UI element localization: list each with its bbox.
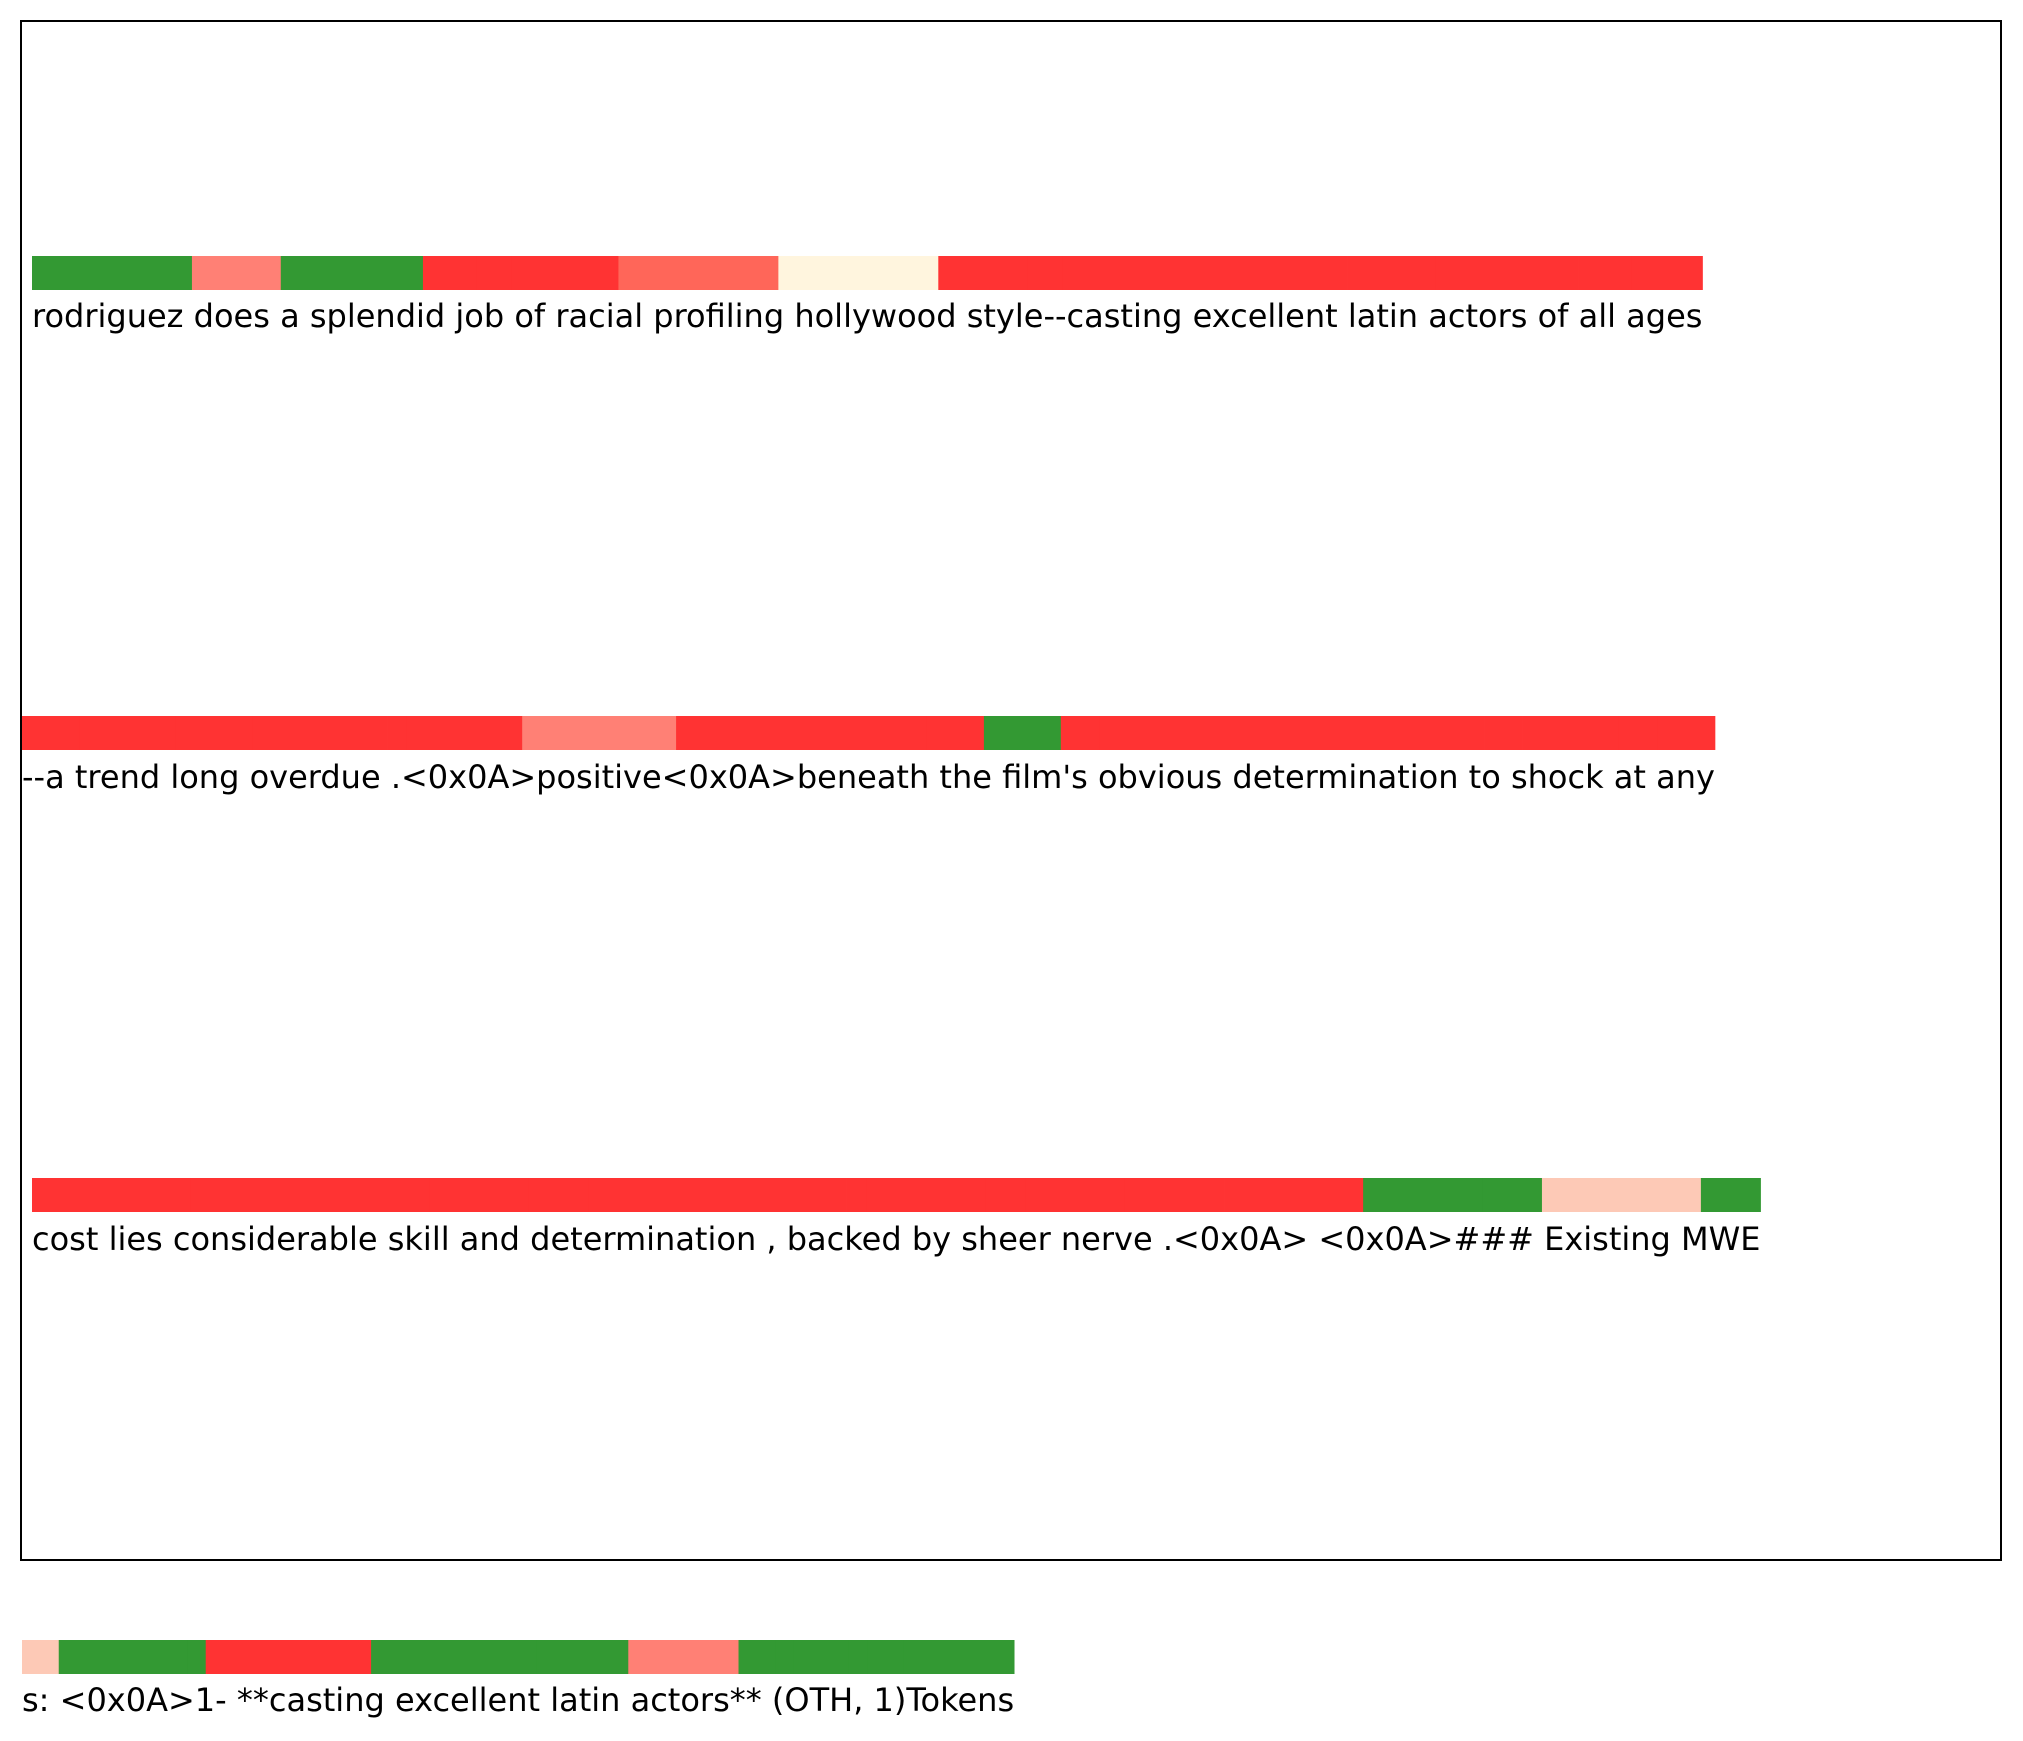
- token-cell: [1542, 256, 1579, 290]
- token-cell: [406, 716, 523, 750]
- token-cell: [778, 256, 939, 290]
- token-cell: [903, 1640, 1015, 1674]
- token-cell: [476, 256, 513, 290]
- token-cell: [32, 256, 193, 290]
- token-cell: [1435, 256, 1543, 290]
- token-cell: [1363, 1178, 1483, 1212]
- token-cell: [1187, 256, 1348, 290]
- token-cell: [985, 1178, 1026, 1212]
- row-group-3: cost lies considerable skill and determi…: [32, 1178, 1761, 1258]
- token-cell: [866, 1178, 987, 1212]
- token-cell: [738, 1640, 776, 1674]
- token-cell: [60, 716, 81, 750]
- token-cell: [387, 716, 408, 750]
- token-cell: [429, 1178, 530, 1212]
- token-cell: [885, 1640, 905, 1674]
- token-cell: [536, 1640, 629, 1674]
- token-cell: [1631, 256, 1703, 290]
- token-cell: [938, 256, 1028, 290]
- token-cell: [676, 716, 792, 750]
- token-cell: [1233, 716, 1485, 750]
- token-cell: [1062, 256, 1188, 290]
- token-bar-row-4: [22, 1640, 1015, 1674]
- row-group-1: rodriguez does a splendid job of racial …: [32, 256, 1703, 335]
- token-text-row-2: --a trend long overdue .<0x0A>positive<0…: [22, 758, 1715, 796]
- token-cell: [252, 716, 388, 750]
- token-cell: [1482, 1178, 1543, 1212]
- token-cell: [1657, 716, 1716, 750]
- token-cell: [926, 716, 985, 750]
- token-bar-row-3: [32, 1178, 1761, 1212]
- token-cell: [1347, 256, 1437, 290]
- token-cell: [1618, 716, 1658, 750]
- token-text-row-4: s: <0x0A>1- **casting excellent latin ac…: [22, 1681, 1014, 1719]
- token-cell: [1541, 1178, 1702, 1212]
- token-cell: [1027, 256, 1064, 290]
- token-cell: [588, 1178, 847, 1212]
- token-cell: [1484, 716, 1523, 750]
- token-cell: [793, 1640, 850, 1674]
- token-cell: [1578, 256, 1632, 290]
- token-cell: [1224, 1178, 1364, 1212]
- token-cell: [846, 1178, 867, 1212]
- token-cell: [1522, 716, 1620, 750]
- token-cell: [422, 256, 477, 290]
- token-bar-row-1: [32, 256, 1703, 290]
- token-cell: [1124, 1178, 1225, 1212]
- token-cell: [848, 1640, 868, 1674]
- token-cell: [528, 1178, 589, 1212]
- token-cell: [280, 256, 424, 290]
- token-text-row-3: cost lies considerable skill and determi…: [32, 1220, 1761, 1258]
- token-cell: [187, 1640, 207, 1674]
- token-cell: [522, 716, 677, 750]
- token-cell: [618, 256, 779, 290]
- token-cell: [1700, 1178, 1761, 1212]
- token-cell: [22, 716, 61, 750]
- token-cell: [263, 256, 282, 290]
- token-cell: [1099, 716, 1235, 750]
- token-cell: [168, 1640, 188, 1674]
- token-cell: [40, 1640, 60, 1674]
- token-text-row-1: rodriguez does a splendid job of racial …: [32, 297, 1702, 335]
- token-cell: [191, 256, 264, 290]
- token-cell: [371, 1640, 537, 1674]
- token-cell: [867, 1640, 886, 1674]
- token-cell: [58, 1640, 170, 1674]
- token-cell: [1060, 716, 1100, 750]
- token-cell: [79, 716, 177, 750]
- row-group-2: --a trend long overdue .<0x0A>positive<0…: [22, 716, 1716, 796]
- token-cell: [175, 716, 254, 750]
- token-cell: [242, 1640, 372, 1674]
- token-cell: [32, 1178, 112, 1212]
- token-cell: [22, 1640, 41, 1674]
- token-cell: [190, 1178, 430, 1212]
- token-cell: [111, 1178, 192, 1212]
- token-bar-row-2: [22, 716, 1716, 750]
- token-cell: [1025, 1178, 1126, 1212]
- token-cell: [791, 716, 927, 750]
- axes-frame: [20, 20, 2002, 1561]
- token-cell: [205, 1640, 243, 1674]
- token-cell: [628, 1640, 739, 1674]
- row-group-4: s: <0x0A>1- **casting excellent latin ac…: [22, 1640, 1015, 1719]
- token-cell: [983, 716, 1062, 750]
- token-cell: [511, 256, 619, 290]
- token-cell: [775, 1640, 795, 1674]
